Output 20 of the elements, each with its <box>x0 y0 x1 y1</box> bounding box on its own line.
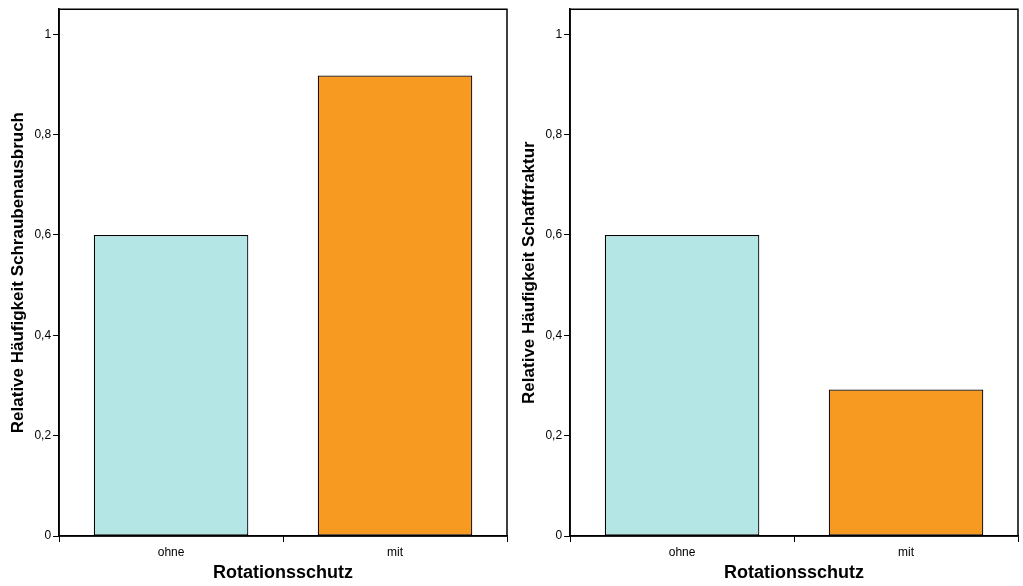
y-tick-label: 0,8 <box>34 126 52 141</box>
y-tick-label: 0,2 <box>34 427 52 442</box>
y-tick-label: 0,4 <box>545 327 563 342</box>
y-tick-label: 0,2 <box>545 427 563 442</box>
y-tick-label: 1 <box>555 26 563 41</box>
x-tick-label: mit <box>898 544 915 559</box>
x-tick-label: ohne <box>157 544 185 559</box>
y-tick-label: 0 <box>44 528 52 543</box>
y-tick-label: 0,6 <box>545 227 563 242</box>
y-tick-label: 0,6 <box>34 227 52 242</box>
x-tick-label: mit <box>387 544 404 559</box>
y-axis-title: Relative Häufigkeit Schraubenausbruch <box>7 112 27 434</box>
y-tick-label: 0,8 <box>545 126 563 141</box>
y-tick-label: 0,4 <box>34 327 52 342</box>
y-tick-label: 0 <box>555 528 563 543</box>
x-axis-title: Rotationsschutz <box>724 562 865 583</box>
y-tick-label: 1 <box>44 26 52 41</box>
x-tick-label: ohne <box>668 544 696 559</box>
y-axis-title: Relative Häufigkeit Schaftfraktur <box>518 140 538 404</box>
x-axis-title: Rotationsschutz <box>213 562 354 583</box>
